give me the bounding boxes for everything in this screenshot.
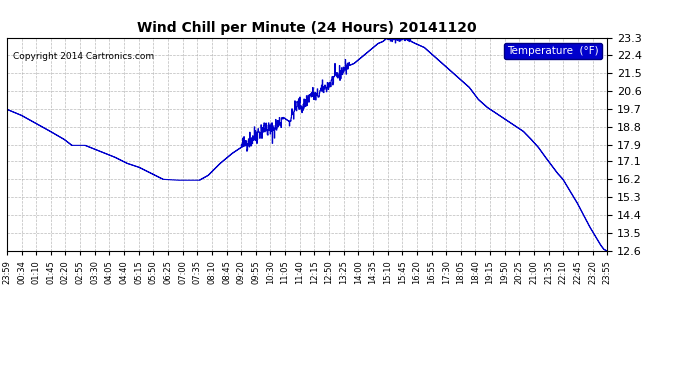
Title: Wind Chill per Minute (24 Hours) 20141120: Wind Chill per Minute (24 Hours) 2014112…	[137, 21, 477, 35]
Legend: Temperature  (°F): Temperature (°F)	[504, 43, 602, 59]
Text: Copyright 2014 Cartronics.com: Copyright 2014 Cartronics.com	[13, 53, 154, 62]
